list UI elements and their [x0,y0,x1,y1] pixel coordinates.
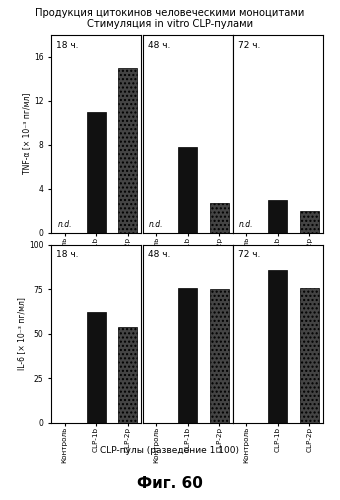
Bar [269,200,287,232]
Text: 72 ч.: 72 ч. [238,41,261,50]
Text: Продукция цитокинов человеческими моноцитами: Продукция цитокинов человеческими моноци… [35,8,305,18]
Bar [269,270,287,422]
Text: n.d.: n.d. [149,220,164,229]
Text: n.d.: n.d. [239,220,254,229]
Bar [118,68,137,232]
Bar [210,290,229,422]
Text: 18 ч.: 18 ч. [56,250,79,260]
Bar [178,288,197,422]
Bar [210,203,229,232]
Bar [300,288,319,422]
Text: n.d.: n.d. [57,220,72,229]
Text: 48 ч.: 48 ч. [148,41,171,50]
Bar [178,147,197,232]
Y-axis label: IL-6 [× 10⁻³ пг/мл]: IL-6 [× 10⁻³ пг/мл] [17,298,26,370]
Text: 72 ч.: 72 ч. [238,250,261,260]
Text: CLP-пулы (разведение 1:100): CLP-пулы (разведение 1:100) [101,446,239,455]
Text: 48 ч.: 48 ч. [148,250,171,260]
Text: 18 ч.: 18 ч. [56,41,79,50]
Y-axis label: TNF-α [× 10⁻³ пг/мл]: TNF-α [× 10⁻³ пг/мл] [22,93,31,174]
Bar [87,112,105,232]
Bar [300,210,319,233]
Text: Стимуляция in vitro CLP-пулами: Стимуляция in vitro CLP-пулами [87,19,253,29]
Bar [118,326,137,422]
Text: Фиг. 60: Фиг. 60 [137,476,203,491]
Bar [87,312,105,422]
